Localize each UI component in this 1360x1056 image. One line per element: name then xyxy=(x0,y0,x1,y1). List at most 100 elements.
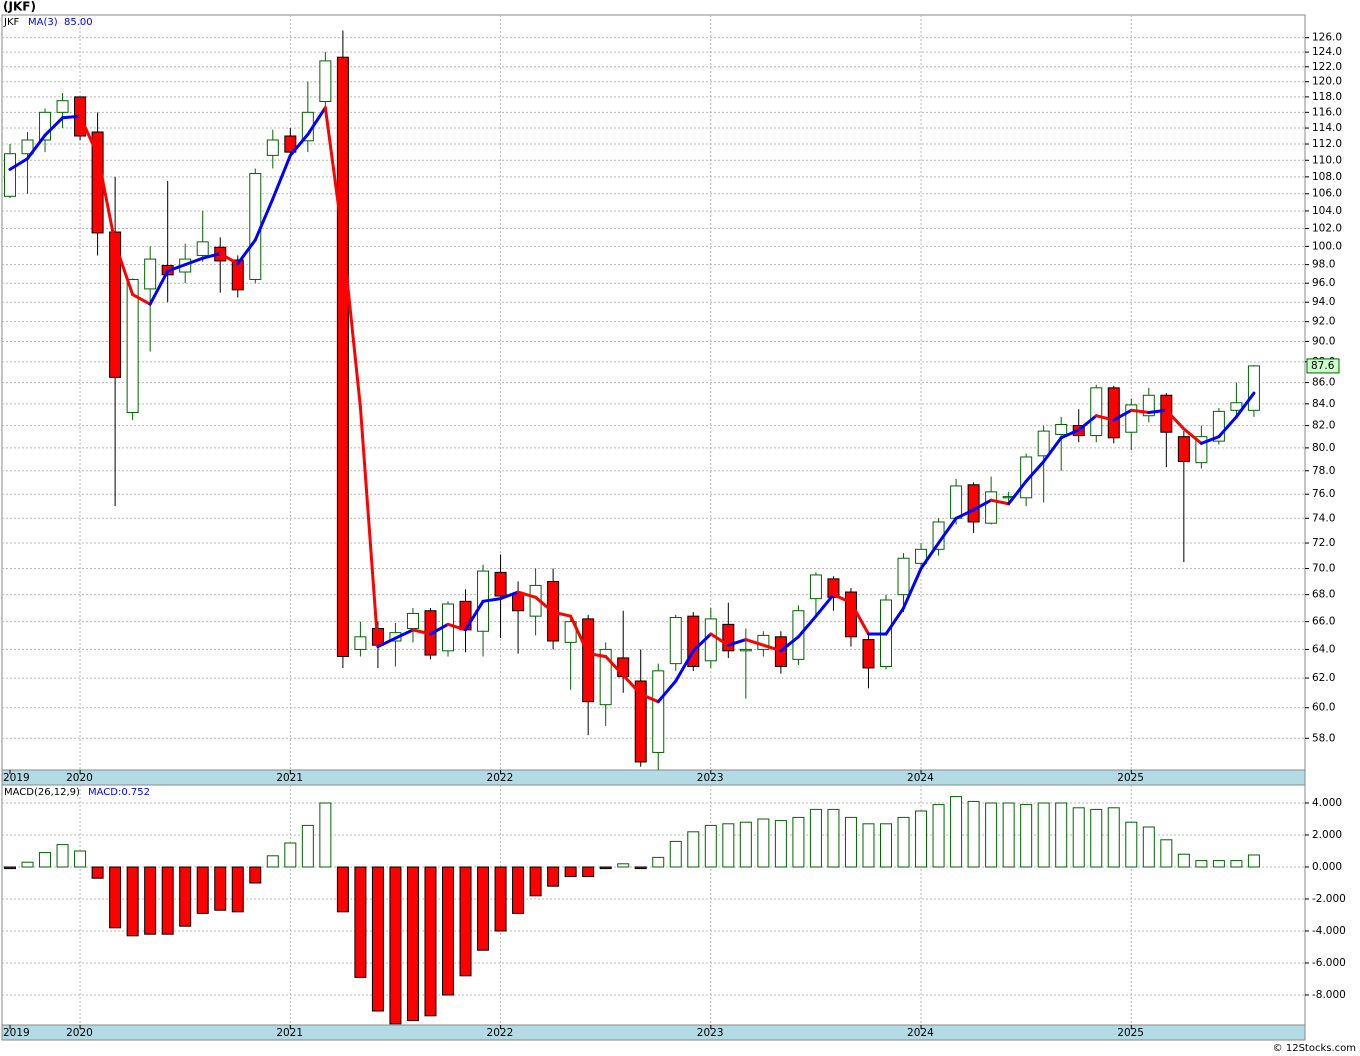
x-tick-label: 2020 xyxy=(66,1027,93,1039)
ma-line-segment xyxy=(131,293,152,306)
ma-line-segment xyxy=(954,508,976,520)
y-tick-label: -6.000 xyxy=(1312,957,1346,969)
macd-bar xyxy=(967,800,980,868)
y-tick-label: 110.0 xyxy=(1312,154,1342,166)
macd-bar xyxy=(424,866,437,1017)
candle-body xyxy=(862,639,875,669)
legend-ma: MA(3) xyxy=(28,17,58,28)
x-tick-label: 2024 xyxy=(907,772,934,784)
macd-bar xyxy=(354,866,367,978)
y-tick-label: 74.0 xyxy=(1312,512,1335,524)
macd-bar xyxy=(564,866,577,878)
candle-body xyxy=(1247,365,1260,411)
ma-line-segment xyxy=(884,606,906,636)
candle-body xyxy=(1055,423,1068,435)
macd-bar xyxy=(126,866,139,937)
candle-body xyxy=(231,259,244,291)
ma-line-segment xyxy=(849,601,870,636)
ma-line-segment xyxy=(534,595,555,614)
macd-bar xyxy=(301,824,314,868)
macd-bar xyxy=(109,866,122,929)
ma-line-segment xyxy=(148,269,170,306)
macd-bar xyxy=(862,823,875,868)
ma-line-segment xyxy=(96,153,117,246)
y-tick-label: 4.000 xyxy=(1312,797,1342,809)
ma-line-segment xyxy=(1042,436,1063,464)
macd-bar xyxy=(512,866,525,914)
macd-bar xyxy=(74,850,87,868)
ma-line-segment xyxy=(1164,408,1186,431)
ma-line-segment xyxy=(691,632,713,653)
ma-line-segment xyxy=(1234,391,1256,419)
candle-body xyxy=(634,680,647,763)
y-tick-label: 62.0 xyxy=(1312,672,1335,684)
ma-line-segment xyxy=(481,597,503,603)
y-tick-label: 126.0 xyxy=(1312,32,1342,44)
macd-bar xyxy=(547,866,560,887)
candle-body xyxy=(1020,456,1033,499)
candle-body xyxy=(1125,404,1138,433)
x-tick-label: 2023 xyxy=(697,1027,724,1039)
macd-bar xyxy=(950,796,963,868)
ma-line-segment xyxy=(201,252,222,260)
candle-body xyxy=(39,111,52,141)
candle-body xyxy=(652,670,665,753)
y-tick-label: 78.0 xyxy=(1312,465,1335,477)
y-tick-label: 120.0 xyxy=(1312,76,1342,88)
macd-bar xyxy=(91,866,104,879)
y-tick-label: 96.0 xyxy=(1312,277,1335,289)
y-tick-label: 86.0 xyxy=(1312,377,1335,389)
x-tick-label: 2022 xyxy=(487,1027,514,1039)
macd-bar xyxy=(897,816,910,868)
y-tick-label: 102.0 xyxy=(1312,222,1342,234)
y-tick-label: 116.0 xyxy=(1312,106,1342,118)
x-tick-label: 2021 xyxy=(276,772,303,784)
macd-bar xyxy=(406,866,419,1022)
candle-body xyxy=(336,56,349,657)
y-tick-label: -2.000 xyxy=(1312,893,1346,905)
macd-bar xyxy=(1195,860,1208,868)
macd-bar xyxy=(1055,802,1068,868)
y-tick-label: 98.0 xyxy=(1312,259,1335,271)
y-tick-label: -8.000 xyxy=(1312,989,1346,1001)
candle-body xyxy=(1177,436,1190,463)
ma-line-segment xyxy=(61,114,82,120)
ma-line-segment xyxy=(1024,460,1046,483)
x-tick-label: 2025 xyxy=(1117,1027,1144,1039)
macd-bar xyxy=(827,808,840,868)
ma-line-segment xyxy=(1129,408,1151,414)
candle-body xyxy=(109,231,122,378)
y-tick-label: 58.0 xyxy=(1312,732,1335,744)
y-tick-label: 60.0 xyxy=(1312,702,1335,714)
macd-bar xyxy=(1090,808,1103,868)
candle-body xyxy=(704,618,717,662)
y-tick-label: 68.0 xyxy=(1312,589,1335,601)
ma-line-segment xyxy=(919,541,941,570)
candle-body xyxy=(950,485,963,519)
candle-body xyxy=(21,139,34,155)
macd-bar xyxy=(179,866,192,927)
ma-line-segment xyxy=(937,516,958,545)
macd-bar xyxy=(284,842,297,868)
ma-line-segment xyxy=(78,114,100,157)
macd-bar xyxy=(722,823,735,868)
ma-line-segment xyxy=(656,679,678,704)
macd-bar xyxy=(161,866,174,935)
candle-body xyxy=(564,621,577,643)
candle-body xyxy=(1212,410,1225,442)
candle-body xyxy=(4,153,16,197)
macd-bar xyxy=(371,866,384,1012)
macd-bar xyxy=(599,866,612,870)
macd-bar xyxy=(214,866,227,911)
ma-line-segment xyxy=(569,614,590,656)
macd-bar xyxy=(1020,804,1033,868)
x-tick-label: 2021 xyxy=(276,1027,303,1039)
candle-body xyxy=(897,557,910,596)
candle-body xyxy=(669,617,682,665)
ma-line-segment xyxy=(1147,408,1168,414)
macd-bar xyxy=(319,802,332,868)
candle-body xyxy=(284,135,297,153)
candle-body xyxy=(809,574,822,600)
